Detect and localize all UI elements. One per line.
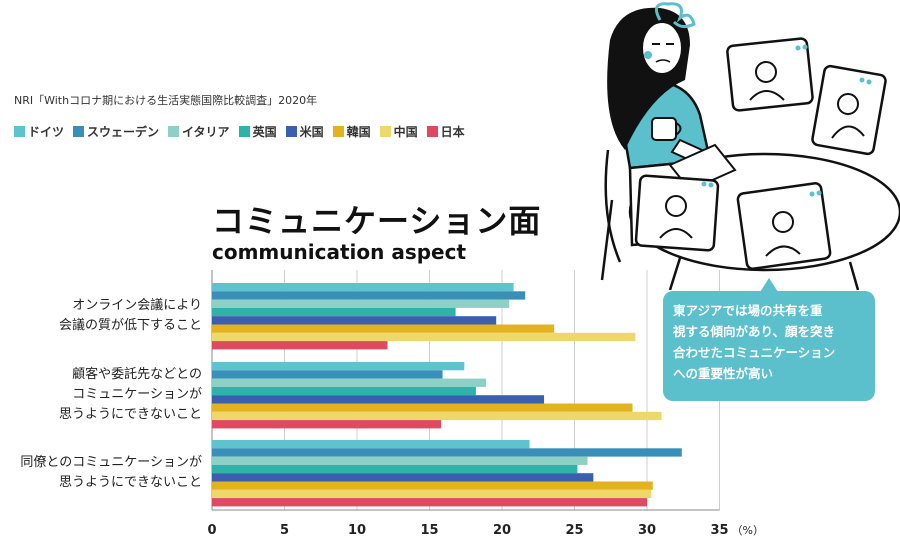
legend-item: 中国 (379, 123, 418, 140)
legend-swatch (379, 126, 391, 137)
bar (212, 473, 594, 482)
remote-meeting-illustration (600, 2, 900, 290)
category-label-line: 思うようにできないこと (58, 475, 202, 491)
bar (212, 362, 465, 371)
legend-item: 日本 (426, 123, 465, 140)
bar (212, 464, 578, 474)
legend: ドイツ スウェーデン イタリア 英国 米国 韓国 中国 日本 (14, 123, 465, 140)
legend-label: 英国 (252, 125, 277, 139)
legend-swatch (285, 126, 297, 137)
callout-line: への重要性が高い (673, 366, 774, 381)
bar (212, 420, 442, 429)
category-label: オンライン会議により会議の質が低下すること (59, 296, 202, 336)
category-label: 顧客や委託先などとの コミュニケーションが思うようにできないこと (59, 365, 202, 425)
bar (212, 403, 633, 412)
callout-line: 東アジアでは場の共有を重 (673, 303, 823, 318)
callout-line: 合わせたコミュニケーション (673, 345, 836, 360)
legend-swatch (14, 126, 25, 137)
legend-label: ドイツ (28, 125, 65, 139)
legend-label: イタリア (182, 125, 230, 139)
legend-swatch (168, 126, 180, 137)
legend-item: スウェーデン (73, 123, 159, 140)
legend-label: 中国 (393, 125, 418, 139)
category-label-line: 思うようにできないこと (58, 407, 202, 423)
legend-item: 英国 (238, 123, 277, 140)
legend-label: スウェーデン (87, 125, 160, 139)
legend-label: 日本 (440, 125, 465, 139)
chart-subtitle: communication aspect (212, 240, 467, 264)
bar (212, 378, 487, 387)
category-label-line: 顧客や委託先などとの (72, 367, 202, 383)
source-note: NRI「Withコロナ期における生活実態国際比較調査」2020年 (14, 94, 318, 107)
legend-swatch (426, 126, 438, 137)
legend-item: 米国 (285, 123, 324, 140)
bar (212, 316, 497, 325)
x-tick-label: 20 (493, 523, 511, 538)
x-tick-label: 35 (710, 523, 728, 538)
x-tick-label: 5 (280, 523, 289, 538)
x-tick-label: 15 (420, 523, 438, 538)
bar (212, 370, 443, 379)
bar (212, 411, 662, 421)
legend-swatch (332, 126, 344, 137)
x-tick-label: 25 (565, 523, 583, 538)
bar (212, 299, 510, 308)
category-label-line: オンライン会議により (72, 298, 202, 314)
bar (212, 324, 555, 333)
legend-item: イタリア (168, 123, 230, 140)
callout-tail (760, 278, 778, 292)
bar (212, 395, 545, 404)
category-label-line: 会議の質が低下すること (58, 318, 202, 334)
legend-swatch (73, 126, 85, 137)
bar (212, 332, 636, 342)
bar (212, 341, 388, 350)
category-label-line: 同僚とのコミュニケーションが (20, 455, 202, 471)
bar (212, 498, 647, 507)
bar (212, 291, 526, 300)
callout-line: 視する傾向があり、顔を突き (673, 324, 836, 339)
category-label: 同僚とのコミュニケーションが思うようにできないこと (20, 453, 202, 493)
chart-title: コミュニケーション面 (212, 202, 542, 240)
bar (212, 489, 652, 499)
legend-label: 米国 (299, 125, 324, 139)
bar (212, 307, 456, 317)
legend-item: 韓国 (332, 123, 371, 140)
bar (212, 440, 530, 449)
x-tick-label: 0 (207, 523, 216, 538)
legend-item: ドイツ (14, 123, 64, 140)
x-tick-label: 30 (638, 523, 656, 538)
bar (212, 448, 682, 457)
legend-label: 韓国 (346, 125, 371, 139)
bar (212, 386, 476, 396)
category-label-line: コミュニケーションが (72, 387, 202, 403)
legend-swatch (238, 126, 250, 137)
bar (212, 456, 588, 465)
bar (212, 283, 514, 292)
callout-bubble: 東アジアでは場の共有を重 視する傾向があり、顔を突き 合わせたコミュニケーション… (663, 291, 875, 401)
bar (212, 481, 653, 490)
x-unit-label: （%） (732, 524, 764, 537)
x-tick-label: 10 (348, 523, 366, 538)
